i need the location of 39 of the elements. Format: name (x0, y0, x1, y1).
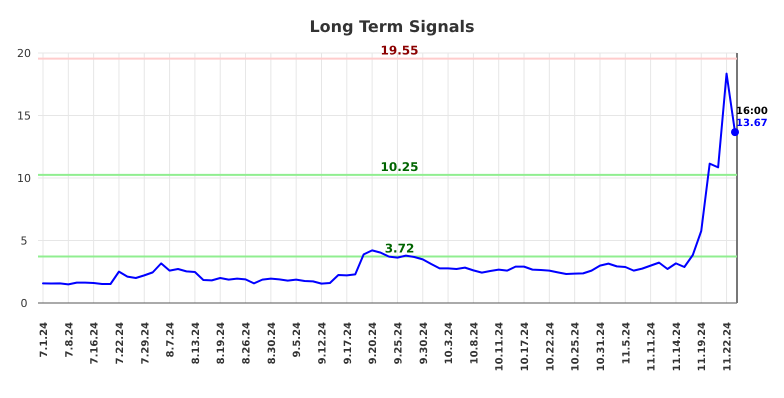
x-tick-label: 9.5.24 (292, 322, 304, 358)
ref-line-label: 10.25 (380, 160, 418, 174)
x-tick-label: 10.3.24 (444, 322, 456, 364)
x-tick-label: 8.13.24 (190, 322, 202, 364)
y-tick-label: 10 (17, 172, 31, 185)
x-tick-label: 9.17.24 (342, 322, 354, 364)
y-tick-label: 0 (20, 297, 28, 310)
y-tick-label: 20 (17, 47, 31, 60)
x-tick-label: 7.1.24 (39, 322, 50, 358)
x-tick-label: 7.29.24 (140, 322, 152, 364)
x-tick-label: 9.12.24 (317, 322, 328, 364)
x-tick-label: 10.31.24 (596, 322, 607, 372)
x-tick-label: 9.30.24 (418, 322, 430, 364)
x-tick-label: 10.17.24 (520, 322, 532, 372)
x-tick-label: 10.11.24 (494, 322, 506, 372)
x-tick-label: 8.19.24 (216, 322, 228, 364)
chart-title: Long Term Signals (309, 17, 475, 36)
x-tick-label: 8.30.24 (266, 322, 278, 364)
x-tick-label: 8.26.24 (242, 322, 253, 364)
x-tick-label: 9.25.24 (393, 322, 404, 364)
x-tick-label: 10.8.24 (469, 322, 480, 364)
x-tick-label: 10.25.24 (570, 322, 582, 372)
ref-line-label: 19.55 (380, 44, 418, 58)
annotation: 16:00 (736, 106, 768, 118)
x-tick-label: 7.16.24 (90, 322, 101, 364)
data-label: 13.67 (736, 118, 768, 130)
x-tick-label: 11.22.24 (722, 322, 734, 372)
x-tick-label: 10.22.24 (545, 322, 556, 372)
y-tick-label: 5 (20, 234, 28, 248)
x-tick-label: 11.5.24 (621, 322, 632, 364)
x-tick-label: 8.7.24 (166, 322, 177, 358)
y-tick-label: 15 (17, 110, 31, 122)
x-tick-label: 7.22.24 (114, 322, 126, 364)
x-tick-label: 9.20.24 (368, 322, 380, 364)
x-tick-label: 11.11.24 (646, 322, 658, 372)
x-tick-label: 11.14.24 (672, 322, 683, 372)
x-tick-label: 11.19.24 (697, 322, 708, 372)
x-tick-label: 7.8.24 (64, 322, 76, 358)
ref-line-label: 3.72 (384, 242, 414, 256)
